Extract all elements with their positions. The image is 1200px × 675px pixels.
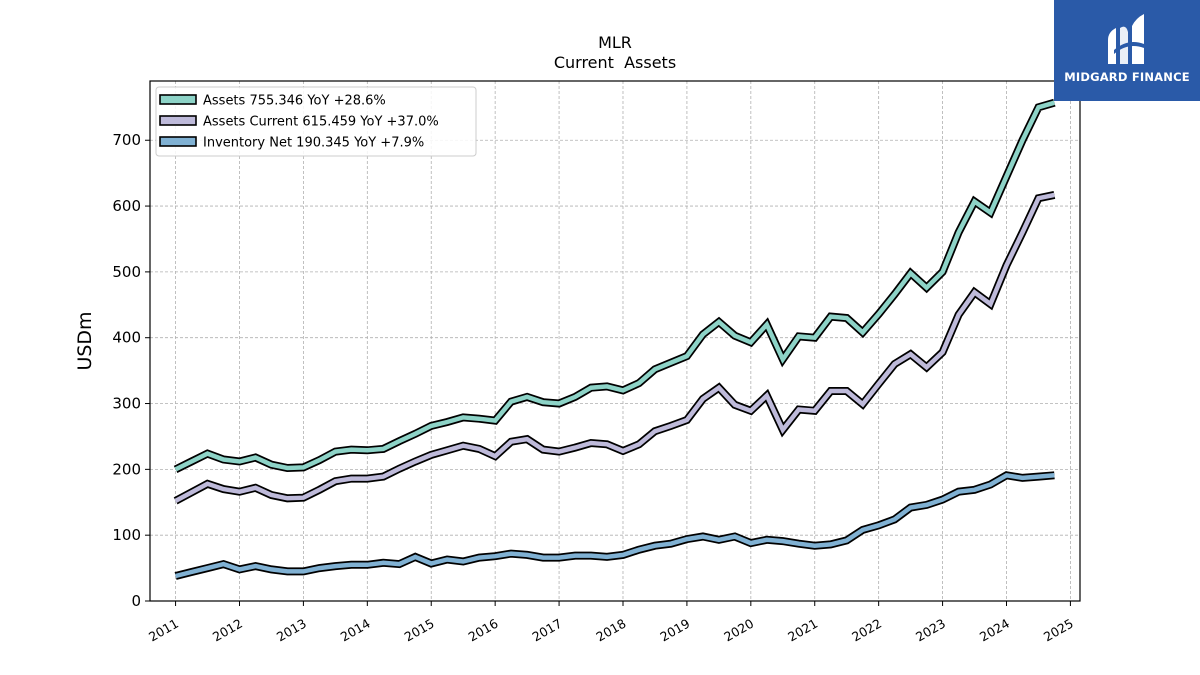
x-tick-label: 2011 [146,616,181,645]
x-tick-label: 2024 [977,616,1012,645]
brand-logo: MIDGARD FINANCE [1054,0,1200,101]
x-tick-label: 2015 [402,616,437,645]
x-tick-label: 2023 [913,616,948,645]
y-axis: 0 100 200 300 400 500 600 700 [112,131,150,610]
legend: Assets 755.346 YoY +28.6% Assets Current … [155,86,477,157]
x-tick-label: 2025 [1041,616,1076,645]
series-line-outline [173,190,1056,505]
logo-text: MIDGARD FINANCE [1064,70,1190,84]
y-tick-label: 0 [131,592,141,610]
legend-label: Assets 755.346 YoY +28.6% [203,94,386,109]
x-tick-label: 2022 [849,616,884,645]
plot-frame [149,80,1081,602]
grid-lines [150,81,1080,602]
legend-label: Assets Current 615.459 YoY +37.0% [203,115,439,130]
x-tick-label: 2017 [530,616,565,645]
y-tick-label: 600 [112,197,141,215]
y-tick-label: 500 [112,263,141,281]
logo-mark-icon [1108,14,1144,65]
x-tick-label: 2012 [210,616,245,645]
x-tick-label: 2021 [785,616,820,645]
series-line [174,100,1056,472]
y-tick-label: 300 [112,395,141,413]
legend-box [155,86,477,157]
x-tick-label: 2018 [593,616,628,645]
x-tick-label: 2020 [721,616,756,645]
x-tick-label: 2016 [466,616,501,645]
legend-swatch [159,136,197,147]
x-tick-label: 2019 [657,616,692,645]
y-tick-label: 100 [112,526,141,544]
y-axis-label: USDm [74,311,96,370]
legend-swatch [159,94,197,105]
series-line [175,472,1055,579]
series-layer [173,98,1056,580]
chart-title: MLR [598,33,632,52]
series-line [174,192,1055,503]
chart-subtitle: Current Assets [554,53,676,72]
x-tick-label: 2014 [338,616,373,645]
legend-swatch [159,115,197,126]
x-tick-label: 2013 [274,616,309,645]
legend-label: Inventory Net 190.345 YoY +7.9% [203,136,424,151]
y-tick-label: 200 [112,460,141,478]
y-tick-label: 400 [112,329,141,347]
x-axis: 2011 2012 2013 2014 2015 2016 2017 2018 2019 2020… [146,601,1076,645]
series-line-outline [174,471,1055,580]
y-tick-label: 700 [112,131,141,149]
